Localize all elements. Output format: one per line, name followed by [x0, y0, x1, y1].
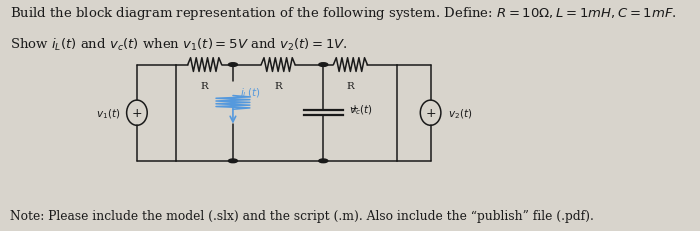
Text: R: R — [274, 81, 282, 90]
Circle shape — [318, 64, 328, 67]
Text: Build the block diagram representation of the following system. Define: $R = 10\: Build the block diagram representation o… — [10, 5, 677, 22]
Circle shape — [228, 159, 237, 163]
Text: $v_2(t)$: $v_2(t)$ — [448, 106, 472, 120]
Text: +: + — [132, 107, 142, 120]
Text: R: R — [201, 81, 209, 90]
Text: $i_L(t)$: $i_L(t)$ — [239, 86, 260, 100]
Text: $v_c(t)$: $v_c(t)$ — [349, 103, 372, 117]
Text: $v_1(t)$: $v_1(t)$ — [96, 106, 120, 120]
Circle shape — [228, 64, 237, 67]
Circle shape — [318, 159, 328, 163]
Text: Show $i_L(t)$ and $v_c(t)$ when $v_1(t) = 5V$ and $v_2(t) = 1V$.: Show $i_L(t)$ and $v_c(t)$ when $v_1(t) … — [10, 37, 348, 53]
Text: R: R — [346, 81, 354, 90]
Text: +: + — [426, 107, 436, 120]
Text: Note: Please include the model (.slx) and the script (.m). Also include the “pub: Note: Please include the model (.slx) an… — [10, 209, 594, 222]
Text: +: + — [350, 104, 358, 114]
